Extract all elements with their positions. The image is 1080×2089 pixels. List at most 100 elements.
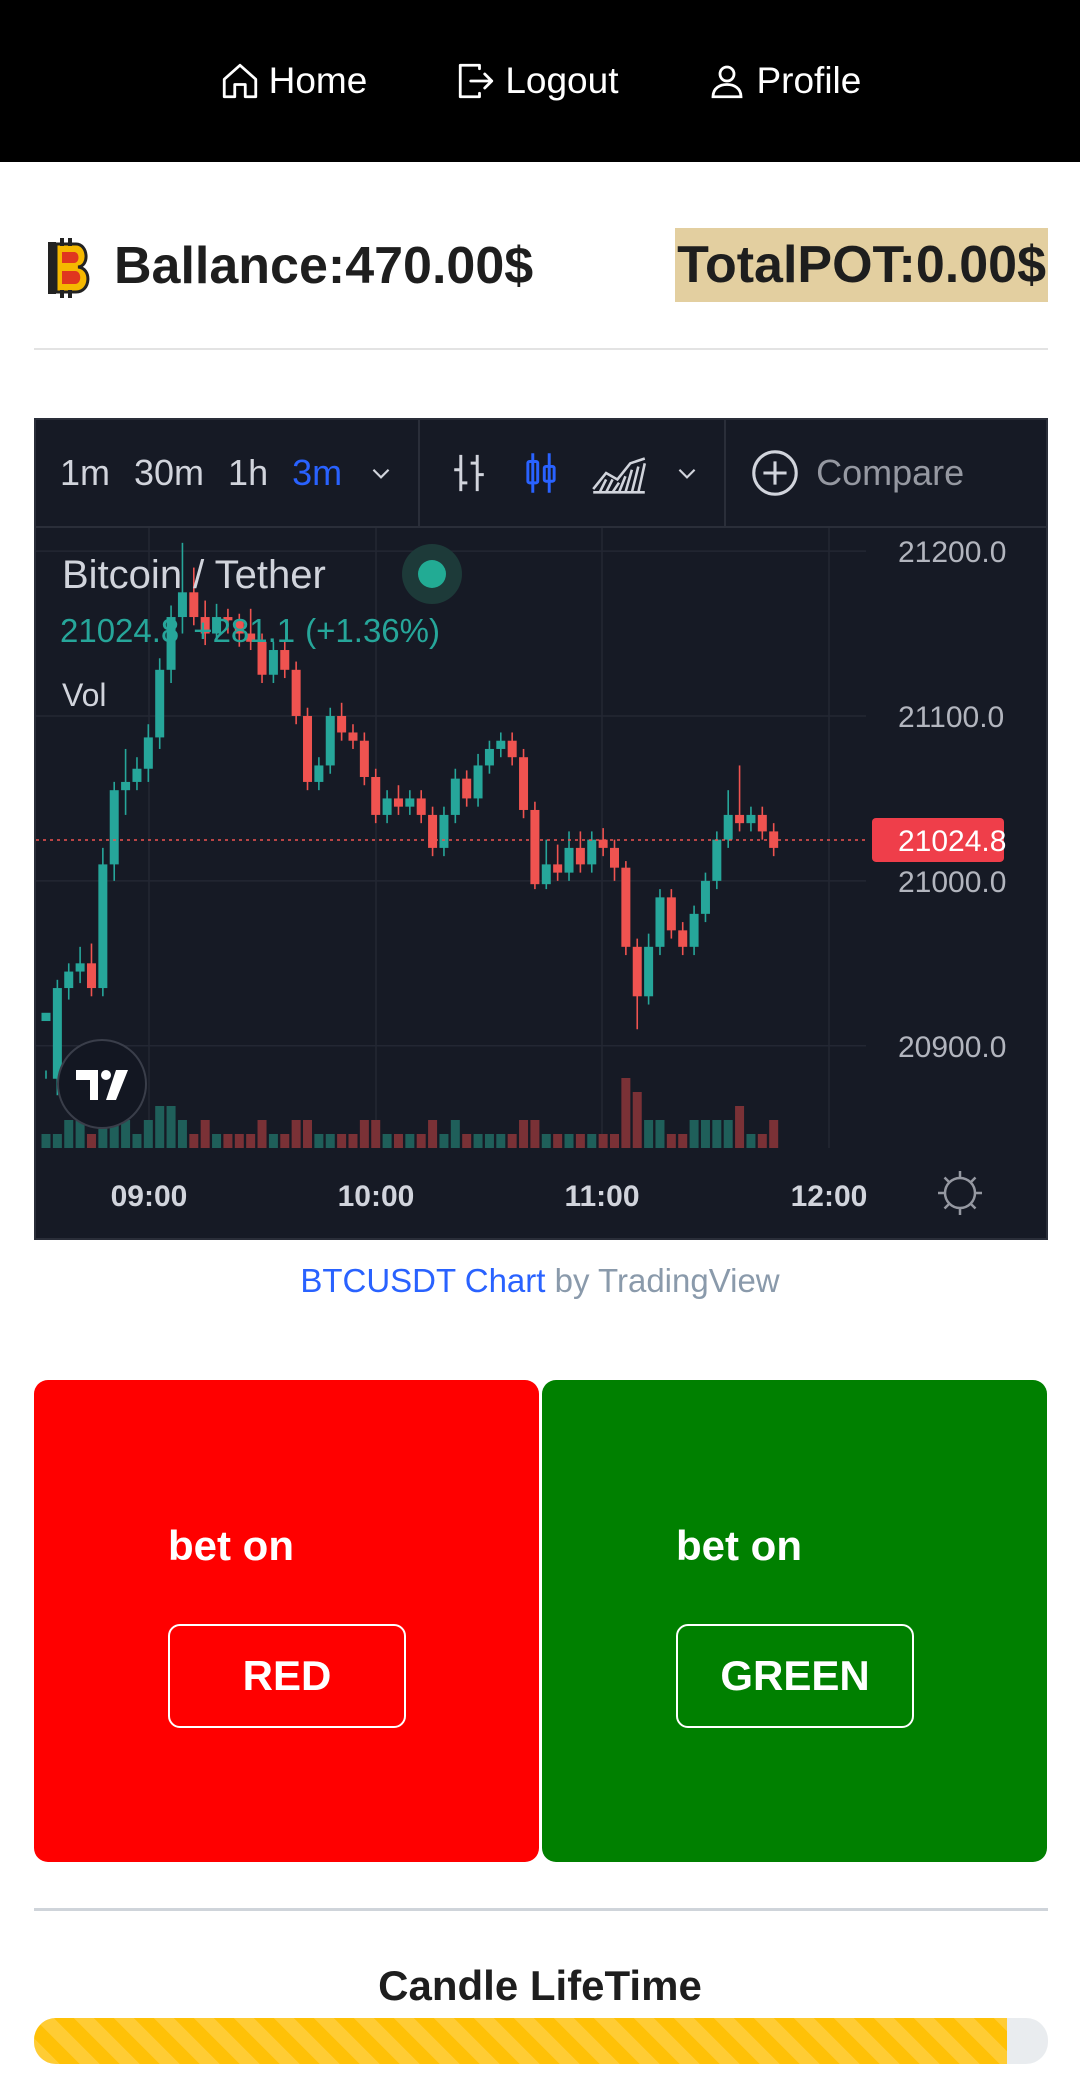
- volume-bar: [325, 1134, 335, 1148]
- candle: [405, 790, 415, 815]
- volume-bar: [666, 1134, 676, 1148]
- timeframe-1m[interactable]: 1m: [60, 452, 111, 493]
- tradingview-widget[interactable]: 1m 30m 1h 3m Compare 21200.0 21100.0 2100: [34, 418, 1048, 1240]
- candle: [530, 801, 540, 890]
- volume-bar: [575, 1134, 585, 1148]
- volume-bar: [280, 1134, 290, 1148]
- volume-bar: [393, 1134, 403, 1148]
- nav-logout-label: Logout: [505, 60, 619, 101]
- candles-chart-icon[interactable]: [518, 450, 564, 496]
- volume-bar: [473, 1134, 483, 1148]
- candle: [644, 933, 654, 1005]
- volume-bar: [462, 1134, 472, 1148]
- top-navbar: Home Logout Profile: [0, 0, 1080, 162]
- candle: [257, 633, 267, 683]
- volume-bar: [723, 1120, 733, 1148]
- volume-bar: [530, 1120, 540, 1148]
- tradingview-logo-icon: [57, 1039, 147, 1129]
- volume-bar: [371, 1120, 381, 1148]
- logout-icon: [459, 63, 494, 99]
- volume-bar: [234, 1134, 244, 1148]
- candle: [450, 768, 460, 824]
- home-icon: [222, 63, 257, 99]
- volume-bar: [314, 1134, 324, 1148]
- area-chart-icon[interactable]: [590, 450, 648, 496]
- candle: [621, 861, 631, 956]
- candle: [64, 963, 74, 1000]
- volume-bar: [541, 1134, 551, 1148]
- price-chart[interactable]: 21200.0 21100.0 21000.0 20900.0 21024.8 Bit…: [36, 528, 1048, 1148]
- candle: [462, 770, 472, 807]
- last-price-tag: 21024.8: [872, 817, 1006, 862]
- timeframe-1h[interactable]: 1h: [228, 452, 269, 493]
- candle: [223, 608, 233, 634]
- compare-button[interactable]: Compare: [748, 446, 964, 500]
- attribution-link[interactable]: BTCUSDT Chart: [300, 1262, 546, 1299]
- candle: [268, 641, 278, 683]
- candle: [757, 806, 767, 840]
- candle: [212, 603, 222, 642]
- timeframe-dropdown-chevron-icon[interactable]: [368, 460, 394, 486]
- candle: [507, 732, 517, 766]
- nav-home[interactable]: Home: [219, 60, 367, 102]
- nav-logout[interactable]: Logout: [455, 60, 618, 102]
- volume-bar: [348, 1134, 358, 1148]
- candle: [291, 661, 301, 725]
- volume-bar: [405, 1134, 415, 1148]
- candle: [632, 938, 642, 1030]
- volume-bar: [632, 1092, 642, 1148]
- candle: [177, 542, 187, 634]
- timeframe-3m[interactable]: 3m: [292, 452, 343, 493]
- volume-bar: [450, 1120, 460, 1148]
- candle: [678, 922, 688, 956]
- bet-green-button[interactable]: GREEN: [676, 1624, 914, 1728]
- bet-red-button[interactable]: RED: [168, 1624, 406, 1728]
- volume-label: Vol: [62, 677, 106, 713]
- volume-bar: [166, 1106, 176, 1148]
- timeframe-30m[interactable]: 30m: [134, 452, 205, 493]
- volume-bar: [359, 1120, 369, 1148]
- volume-bar: [257, 1120, 267, 1148]
- volume-bar: [655, 1120, 665, 1148]
- volume-bar: [337, 1134, 347, 1148]
- settings-gear-icon[interactable]: [938, 1171, 982, 1215]
- volume-bar: [416, 1134, 426, 1148]
- candle: [484, 740, 494, 774]
- volume-bar: [64, 1120, 74, 1148]
- volume-bar: [428, 1120, 438, 1148]
- candle: [735, 765, 745, 832]
- attribution-text: by TradingView: [545, 1262, 780, 1299]
- nav-profile[interactable]: Profile: [706, 60, 861, 102]
- volume-bar: [496, 1134, 506, 1148]
- total-pot-text: TotalPOT:0.00$: [675, 228, 1048, 302]
- volume-bar: [177, 1120, 187, 1148]
- candle: [382, 790, 392, 824]
- volume-bar: [689, 1120, 699, 1148]
- candle: [98, 847, 108, 997]
- x-tick-label: 10:00: [338, 1180, 415, 1213]
- volume-bar: [200, 1120, 210, 1148]
- volume-bar: [700, 1120, 710, 1148]
- candle: [428, 806, 438, 857]
- volume-bar: [41, 1134, 51, 1148]
- divider: [34, 1908, 1048, 1911]
- compare-label: Compare: [816, 452, 965, 493]
- volume-bar: [644, 1120, 654, 1148]
- profile-icon: [712, 65, 743, 99]
- candle-lifetime-progress: [34, 2018, 1048, 2064]
- candle: [553, 844, 563, 881]
- candle: [200, 600, 210, 646]
- progress-fill: [34, 2018, 1008, 2064]
- candle: [359, 732, 369, 786]
- candle: [143, 724, 153, 782]
- candle: [439, 806, 449, 857]
- candle: [166, 605, 176, 683]
- volume-bar: [291, 1120, 301, 1148]
- volume-bar: [246, 1134, 256, 1148]
- bars-chart-icon[interactable]: [446, 450, 492, 496]
- volume-bar: [75, 1120, 85, 1148]
- candle: [234, 613, 244, 647]
- volume-bar: [52, 1134, 62, 1148]
- chart-type-dropdown-chevron-icon[interactable]: [674, 460, 700, 486]
- volume-bar: [769, 1120, 779, 1148]
